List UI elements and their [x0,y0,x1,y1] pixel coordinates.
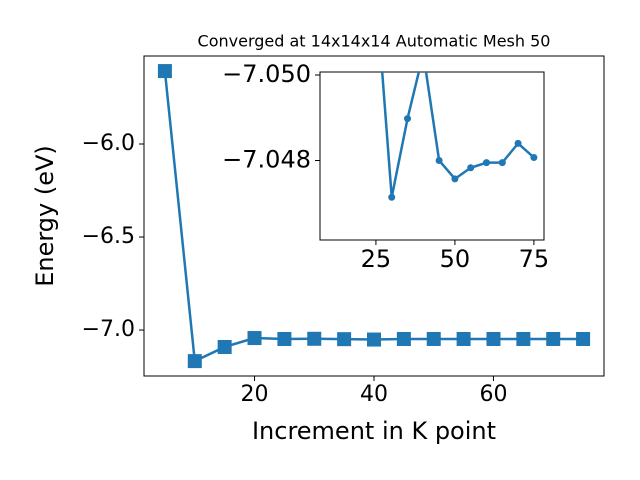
marker [388,193,396,201]
marker [435,156,443,164]
marker [546,331,561,346]
marker [404,115,412,123]
y-tick-label: −6.0 [82,131,135,156]
marker [307,331,322,346]
x-tick-label: 75 [519,245,550,273]
x-tick-label: 40 [360,382,388,407]
marker [530,153,538,161]
marker [451,175,459,183]
marker [217,339,232,354]
marker [576,331,591,346]
marker [498,159,506,167]
x-tick-label: 60 [479,382,507,407]
x-tick-label: 20 [241,382,269,407]
marker [456,331,471,346]
chart-title: Converged at 14x14x14 Automatic Mesh 50 [198,32,551,51]
marker [426,331,441,346]
marker [337,332,352,347]
marker [396,331,411,346]
marker [187,354,202,369]
plot-area [319,71,545,241]
marker [247,331,262,346]
plot-content [157,64,591,369]
y-tick-label: −6.5 [82,224,135,249]
plot-content [380,72,538,201]
x-tick-label: 50 [440,245,471,273]
x-tick-label: 25 [361,245,392,273]
x-axis-label: Increment in K point [252,417,496,445]
marker [277,331,292,346]
marker [514,139,522,147]
marker [467,164,475,172]
y-tick-label: −7.050 [222,60,311,88]
marker [482,159,490,167]
y-tick-label: −7.0 [82,317,135,342]
marker [157,64,172,79]
marker [367,332,381,347]
marker [486,331,501,346]
marker [516,331,531,346]
y-axis-label: Energy (eV) [31,145,59,287]
y-tick-label: −7.048 [222,145,311,173]
